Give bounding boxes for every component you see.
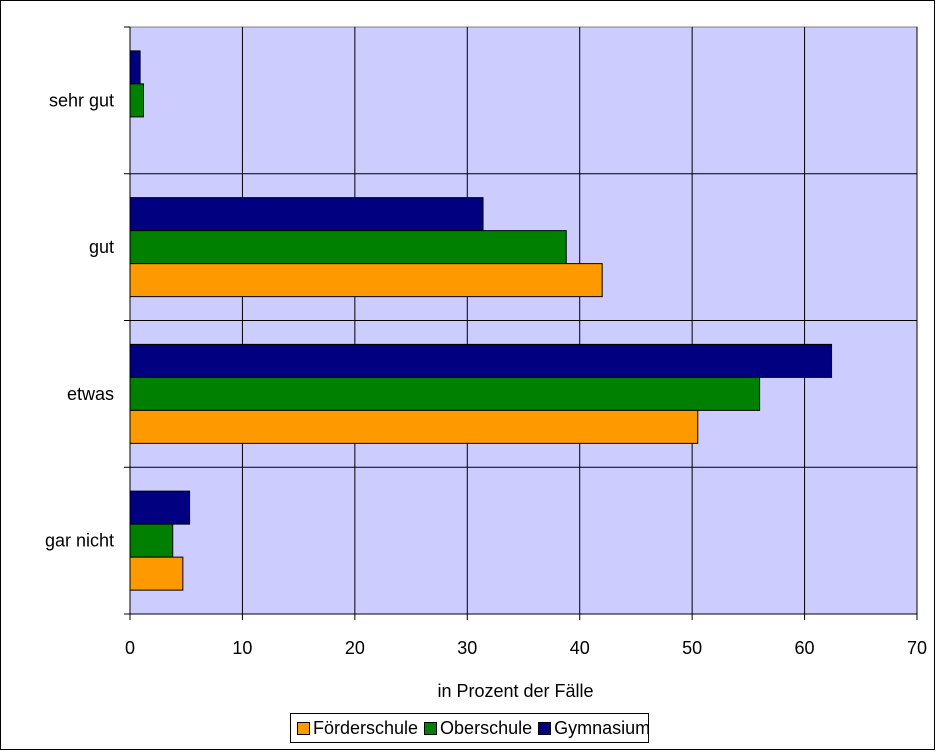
x-tick-label: 50	[682, 638, 702, 658]
bar-oberschule-etwas	[129, 376, 761, 411]
bar-gymnasium-gar-nicht	[129, 490, 191, 525]
category-label: etwas	[67, 384, 114, 404]
category-label: sehr gut	[49, 90, 114, 110]
legend-swatch	[538, 721, 552, 735]
legend-item: Gymnasium	[538, 718, 650, 739]
x-tick-label: 40	[570, 638, 590, 658]
category-label: gar nicht	[45, 531, 114, 551]
legend-label: Oberschule	[440, 717, 533, 738]
x-tick-label: 70	[907, 638, 927, 658]
x-tick-label: 30	[457, 638, 477, 658]
x-tick-label: 60	[795, 638, 815, 658]
bar-förderschule-gut	[129, 263, 603, 298]
legend-item: Förderschule	[297, 718, 418, 739]
legend-swatch	[424, 721, 438, 735]
bar-gymnasium-sehr-gut	[129, 50, 141, 85]
legend-item: Oberschule	[424, 718, 532, 739]
category-label: gut	[89, 237, 114, 257]
legend-swatch	[297, 721, 310, 735]
bar-oberschule-sehr-gut	[129, 83, 144, 118]
legend-label: Gymnasium	[554, 717, 651, 738]
x-axis-title: in Prozent der Fälle	[437, 681, 593, 701]
bar-oberschule-gut	[129, 230, 567, 265]
legend-label: Förderschule	[313, 717, 419, 738]
bar-gymnasium-gut	[129, 197, 484, 232]
bar-förderschule-etwas	[129, 409, 699, 444]
bar-oberschule-gar-nicht	[129, 523, 174, 558]
bar-förderschule-gar-nicht	[129, 556, 184, 591]
bar-gymnasium-etwas	[129, 343, 833, 378]
x-tick-label: 0	[125, 638, 135, 658]
legend: Förderschule Oberschule Gymnasium	[290, 713, 650, 743]
x-tick-label: 10	[232, 638, 252, 658]
x-tick-label: 20	[345, 638, 365, 658]
